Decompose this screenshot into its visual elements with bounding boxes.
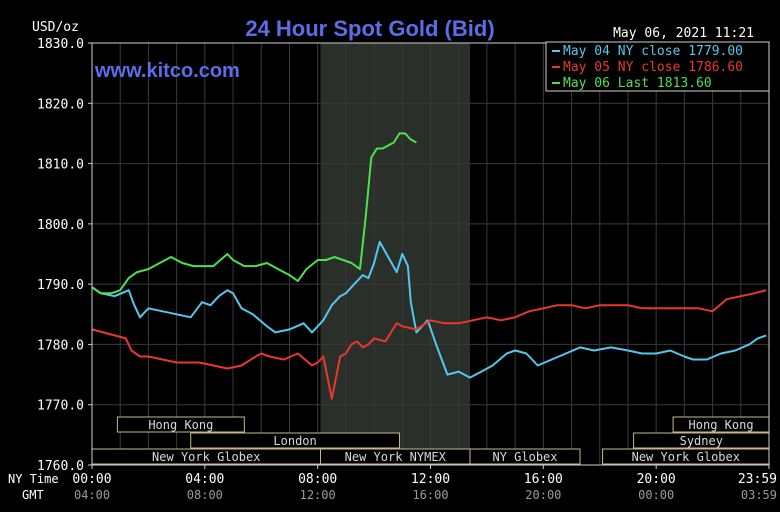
x-tick-layer: 00:0004:0004:0008:0008:0012:0012:0016:00… <box>72 465 777 502</box>
x-tick-label-gmt: 08:00 <box>187 488 223 502</box>
session-layer: Hong Kong London New York Globex New York N… <box>91 416 770 465</box>
y-tick-label: 1780.0 <box>37 338 84 353</box>
session-label: Sydney <box>680 434 723 448</box>
x-tick-label-gmt: 04:00 <box>74 488 110 502</box>
y-axis-label: USD/oz <box>32 20 79 35</box>
x-tick-label-ny: 00:00 <box>72 472 111 487</box>
chart-title: 24 Hour Spot Gold (Bid) <box>245 16 494 41</box>
y-tick-label: 1800.0 <box>37 218 84 233</box>
y-tick-label: 1810.0 <box>37 158 84 173</box>
session-label: New York Globex <box>632 450 740 464</box>
series-layer <box>91 132 767 400</box>
x-tick-label-ny: 12:00 <box>411 472 450 487</box>
series-line <box>91 289 767 400</box>
x-tick-label-ny: 08:00 <box>298 472 337 487</box>
legend-entry: May 05 NY close 1786.60 <box>563 60 743 75</box>
session-label: New York Globex <box>152 450 260 464</box>
highlight-band-layer <box>320 43 470 465</box>
legend-box <box>545 41 770 92</box>
y-tick-label: 1820.0 <box>37 97 84 112</box>
x-tick-label-gmt: 03:59 <box>741 488 777 502</box>
legend-entry: May 04 NY close 1779.00 <box>563 44 743 59</box>
watermark: www.kitco.com <box>94 60 240 82</box>
y-tick-label: 1770.0 <box>37 399 84 414</box>
y-tick-label: 1760.0 <box>37 459 84 474</box>
session-label: Hong Kong <box>689 418 754 432</box>
x-axis-row2-label: GMT <box>22 488 44 502</box>
y-tick-label: 1830.0 <box>37 37 84 52</box>
x-tick-label-ny: 20:00 <box>637 472 676 487</box>
x-tick-label-gmt: 00:00 <box>638 488 674 502</box>
series-line <box>91 132 417 295</box>
nymex-highlight-band <box>320 43 470 465</box>
y-tick-layer: 1760.0 1770.0 1780.0 1790.0 1800.0 1810.0 1820… <box>37 37 92 474</box>
session-label: London <box>273 434 316 448</box>
x-tick-label-ny: 23:59 <box>738 472 777 487</box>
timestamp: May 06, 2021 11:21 <box>613 26 754 41</box>
series-line <box>91 240 767 379</box>
session-box <box>190 432 400 449</box>
legend-entry: May 06 Last 1813.60 <box>563 76 712 91</box>
x-tick-label-ny: 04:00 <box>185 472 224 487</box>
x-tick-label-gmt: 20:00 <box>525 488 561 502</box>
session-label: New York NYMEX <box>345 450 447 464</box>
x-axis-row1-label: NY Time <box>8 472 59 486</box>
x-tick-label-gmt: 12:00 <box>300 488 336 502</box>
session-label: NY Globex <box>492 450 557 464</box>
session-box <box>469 448 581 465</box>
x-tick-label-gmt: 16:00 <box>412 488 448 502</box>
session-label: Hong Kong <box>148 418 213 432</box>
y-tick-label: 1790.0 <box>37 278 84 293</box>
x-tick-label-ny: 16:00 <box>524 472 563 487</box>
session-box <box>116 416 245 433</box>
